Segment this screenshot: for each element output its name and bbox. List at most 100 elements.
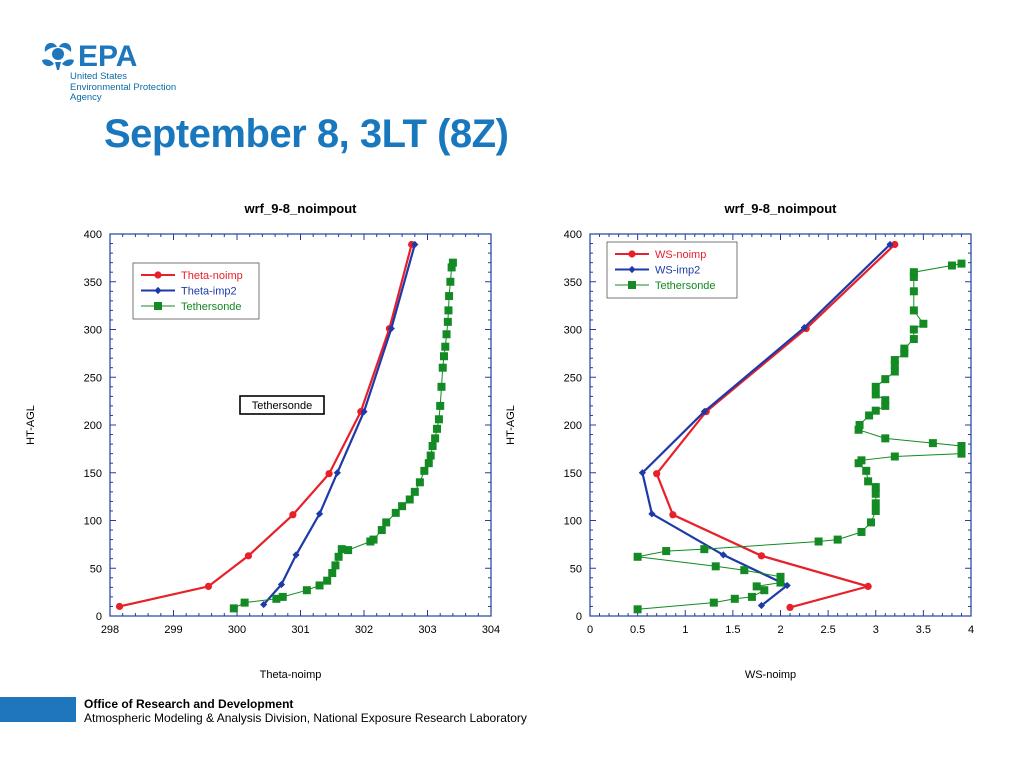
footer-accent-bar [0, 697, 76, 722]
data-point [871, 382, 880, 391]
data-point [440, 352, 449, 361]
y-tick-label: 200 [84, 420, 102, 432]
data-point [871, 390, 880, 399]
theta-chart: wrf_9-8_noimpout 298 299 300 301 302 303 304 0 50… [25, 201, 500, 681]
y-tick-label: 300 [564, 325, 582, 337]
data-point [437, 382, 446, 391]
data-point [334, 552, 343, 561]
data-point [244, 552, 253, 560]
legend-label: Tethersonde [655, 280, 716, 292]
data-point [323, 576, 332, 585]
data-point [633, 605, 642, 614]
data-point [890, 452, 899, 461]
data-point [909, 335, 918, 344]
data-point [752, 582, 761, 591]
data-point [947, 261, 956, 270]
x-axis-label: Theta-noimp [260, 669, 322, 681]
x-tick-label: 1.5 [725, 624, 740, 636]
data-point [886, 240, 894, 249]
epa-logo: EPA [42, 40, 137, 73]
x-tick-label: 3 [873, 624, 879, 636]
data-point [709, 598, 718, 607]
y-tick-label: 150 [564, 468, 582, 480]
series-theta-imp2 [260, 240, 419, 609]
data-point [700, 545, 709, 554]
footer-division: Atmospheric Modeling & Analysis Division… [84, 711, 527, 725]
y-tick-label: 50 [570, 563, 582, 575]
legend-label: Tethersonde [181, 301, 242, 313]
agency-name-line1: United States [70, 71, 128, 82]
data-point [382, 518, 391, 527]
x-tick-label: 0 [587, 624, 593, 636]
data-point [760, 586, 769, 595]
data-point [730, 594, 739, 603]
data-point [814, 537, 823, 546]
data-point [669, 511, 677, 519]
legend: WS-noimp WS-imp2 Tethersonde [606, 241, 738, 299]
x-tick-label: 3.5 [916, 624, 931, 636]
data-point [909, 268, 918, 277]
x-tick-label: 2.5 [820, 624, 835, 636]
data-point [871, 406, 880, 415]
data-point [757, 601, 766, 610]
x-tick-label: 303 [418, 624, 436, 636]
data-point [890, 360, 899, 369]
series-tethersonde [229, 258, 457, 613]
data-point [909, 272, 918, 281]
data-point [662, 547, 671, 556]
data-point [854, 425, 863, 434]
data-point [865, 411, 874, 420]
y-tick-label: 250 [84, 372, 102, 384]
data-point [443, 317, 452, 326]
data-point [410, 487, 419, 496]
annotation-label: Tethersonde [252, 400, 313, 412]
data-point [891, 240, 899, 249]
data-point [405, 495, 414, 504]
data-point [292, 551, 300, 559]
legend-marker [628, 265, 636, 274]
data-point [711, 562, 720, 571]
data-point [857, 456, 866, 465]
data-point [447, 263, 456, 272]
agency-name: United States Environmental Protection A… [70, 71, 177, 104]
y-tick-label: 0 [96, 611, 102, 623]
data-point [776, 578, 785, 587]
data-point [434, 415, 443, 424]
x-axis-label: WS-noimp [745, 669, 796, 681]
data-point [204, 582, 213, 590]
agency-name-line2: Environmental Protection [70, 81, 177, 93]
data-point [337, 545, 346, 554]
data-point [441, 342, 450, 351]
data-point [325, 470, 333, 478]
y-axis-label: HT-AGL [505, 405, 517, 445]
chart-title: wrf_9-8_noimpout [724, 201, 838, 216]
y-tick-label: 350 [564, 277, 582, 289]
data-point [428, 442, 437, 451]
data-point [436, 401, 445, 410]
series-line [655, 243, 896, 609]
data-point [115, 602, 124, 611]
data-point [415, 478, 424, 487]
x-tick-label: 0.5 [630, 624, 645, 636]
data-point [260, 600, 268, 609]
data-point [881, 396, 890, 405]
data-point [957, 449, 966, 458]
data-point [864, 477, 873, 486]
legend-marker [628, 281, 636, 289]
y-tick-label: 350 [84, 277, 102, 289]
data-point [442, 330, 451, 339]
legend-label: Theta-imp2 [181, 286, 237, 298]
data-point [433, 424, 442, 433]
data-point [900, 344, 909, 353]
y-tick-label: 150 [84, 468, 102, 480]
legend-label: Theta-noimp [181, 270, 243, 282]
data-point [890, 356, 899, 365]
series-line [641, 243, 891, 607]
windspeed-chart: wrf_9-8_noimpout 0 0.5 1 1.5 2 2.5 3 3.5 4 0 50 100 1… [505, 201, 974, 681]
y-tick-label: 50 [90, 563, 102, 575]
footer-org: Office of Research and Development [84, 697, 294, 711]
chart-title: wrf_9-8_noimpout [244, 201, 358, 216]
x-tick-label: 300 [228, 624, 246, 636]
annotation-box: Tethersonde [239, 395, 325, 415]
agency-name-line3: Agency [70, 92, 102, 103]
